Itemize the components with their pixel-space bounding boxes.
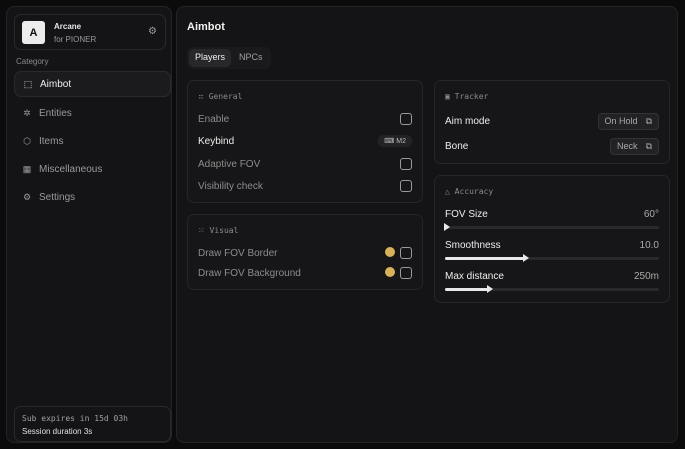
category-label: Category bbox=[16, 57, 49, 66]
slider-row: Max distance 250m bbox=[445, 268, 659, 284]
select-icon: ⧉ bbox=[645, 115, 652, 126]
adaptive-fov-checkbox[interactable] bbox=[400, 158, 412, 170]
subscription-card: Sub expires in 15d 03h Session duration … bbox=[14, 406, 171, 442]
adaptive-fov-row: Adaptive FOV bbox=[198, 156, 412, 172]
visibility-check-checkbox[interactable] bbox=[400, 180, 412, 192]
slider-label: Max distance bbox=[445, 270, 504, 282]
accuracy-header: △ Accuracy bbox=[445, 187, 494, 196]
eye-icon: ⁙ bbox=[198, 226, 210, 235]
fov-border-checkbox[interactable] bbox=[400, 247, 412, 259]
fov-border-row: Draw FOV Border bbox=[198, 245, 412, 261]
slider-value: 60° bbox=[643, 208, 659, 220]
accuracy-card: △ Accuracy FOV Size 60° Smoothness 10.0 Max … bbox=[434, 175, 670, 303]
slider-value: 250m bbox=[633, 270, 659, 282]
subscription-expiry: Sub expires in 15d 03h bbox=[22, 414, 128, 423]
grid-icon: ⠶ bbox=[198, 92, 209, 101]
fov-background-checkbox[interactable] bbox=[400, 267, 412, 279]
general-card: ⠶ General Enable Keybind ⌨ M2 Adaptive FO… bbox=[187, 80, 423, 203]
visibility-check-row: Visibility check bbox=[198, 178, 412, 194]
bone-select[interactable]: Neck ⧉ bbox=[610, 137, 659, 155]
color-swatch[interactable] bbox=[385, 267, 395, 277]
visual-header: ⁙ Visual bbox=[198, 226, 239, 235]
slider-thumb[interactable] bbox=[444, 223, 450, 231]
sidebar-item-miscellaneous[interactable]: ▦ Miscellaneous bbox=[14, 156, 171, 182]
slider-track[interactable] bbox=[445, 285, 659, 293]
gear-icon: ⚙ bbox=[22, 191, 32, 202]
box-icon: ⬡ bbox=[23, 135, 31, 146]
sidebar: A Arcane for PIONER ⚙ Category ⬚ Aimbot ✲… bbox=[6, 6, 172, 443]
sidebar-item-label: Aimbot bbox=[40, 78, 72, 90]
users-icon: ✲ bbox=[23, 107, 31, 118]
slider-label: FOV Size bbox=[445, 208, 488, 220]
color-swatch[interactable] bbox=[385, 247, 395, 257]
slider-track[interactable] bbox=[444, 223, 659, 231]
brand-name: Arcane bbox=[54, 22, 82, 31]
enable-checkbox[interactable] bbox=[400, 113, 412, 125]
enable-row: Enable bbox=[198, 111, 412, 127]
tracker-header: ▣ Tracker bbox=[445, 92, 489, 101]
tab-bar: Players NPCs bbox=[187, 47, 271, 69]
main-panel: Aimbot Players NPCs ⠶ General Enable Key… bbox=[176, 6, 678, 443]
brand-subtitle: for PIONER bbox=[54, 35, 97, 44]
aim-mode-select[interactable]: On Hold ⧉ bbox=[597, 112, 659, 130]
triangle-icon: △ bbox=[445, 187, 455, 196]
bone-row: Bone Neck ⧉ bbox=[445, 137, 659, 155]
slider-fill bbox=[445, 257, 525, 260]
aim-mode-row: Aim mode On Hold ⧉ bbox=[445, 112, 659, 130]
slider-label: Smoothness bbox=[445, 239, 501, 251]
session-duration: Session duration 3s bbox=[22, 427, 93, 436]
tracker-card: ▣ Tracker Aim mode On Hold ⧉ Bone Neck ⧉ bbox=[434, 80, 670, 164]
slider-fill bbox=[445, 288, 488, 291]
sidebar-item-label: Entities bbox=[39, 107, 72, 119]
keyboard-icon: ⌨ bbox=[384, 138, 397, 145]
slider-value: 10.0 bbox=[639, 239, 659, 251]
sidebar-item-settings[interactable]: ⚙ Settings bbox=[14, 184, 171, 210]
grid-icon: ▦ bbox=[22, 163, 32, 174]
sidebar-item-entities[interactable]: ✲ Entities bbox=[14, 100, 171, 126]
slider-row: FOV Size 60° bbox=[445, 206, 659, 222]
brand-card: A Arcane for PIONER ⚙ bbox=[14, 14, 166, 50]
settings-gear-icon[interactable]: ⚙ bbox=[148, 26, 157, 37]
crosshair-icon: ⬚ bbox=[23, 78, 33, 89]
sidebar-item-aimbot[interactable]: ⬚ Aimbot bbox=[14, 71, 171, 97]
sidebar-item-label: Miscellaneous bbox=[39, 163, 103, 175]
select-icon: ⧉ bbox=[645, 140, 652, 151]
tab-npcs[interactable]: NPCs bbox=[239, 52, 263, 62]
logo: A bbox=[22, 21, 45, 44]
tracker-icon: ▣ bbox=[445, 92, 455, 101]
slider-row: Smoothness 10.0 bbox=[445, 237, 659, 253]
sidebar-item-items[interactable]: ⬡ Items bbox=[14, 128, 171, 154]
sidebar-item-label: Items bbox=[39, 135, 64, 147]
fov-background-row: Draw FOV Background bbox=[198, 265, 412, 281]
general-header: ⠶ General bbox=[198, 92, 243, 101]
slider-thumb[interactable] bbox=[523, 254, 530, 262]
page-title: Aimbot bbox=[187, 21, 225, 33]
tab-players[interactable]: Players bbox=[189, 49, 232, 67]
slider-thumb[interactable] bbox=[486, 285, 493, 293]
slider-track[interactable] bbox=[445, 254, 659, 262]
keybind-row: Keybind ⌨ M2 bbox=[198, 133, 412, 149]
visual-card: ⁙ Visual Draw FOV Border Draw FOV Backgr… bbox=[187, 214, 423, 290]
sidebar-item-label: Settings bbox=[39, 191, 76, 203]
keybind-button[interactable]: ⌨ M2 bbox=[378, 135, 412, 147]
